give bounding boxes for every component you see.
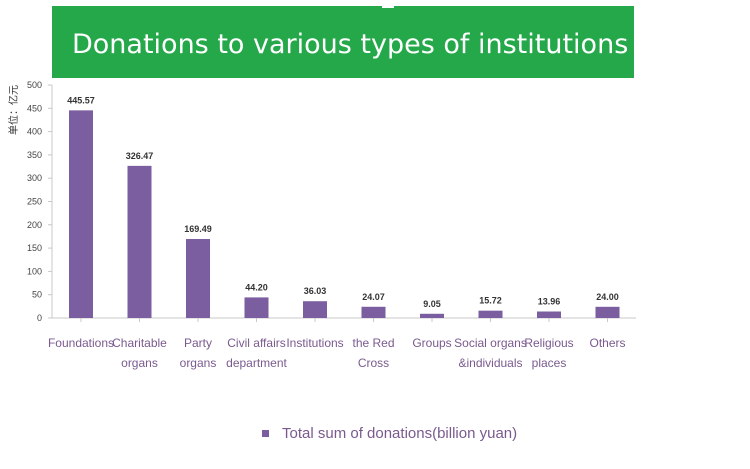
y-tick-label: 100 bbox=[27, 266, 42, 276]
y-tick-label: 350 bbox=[27, 150, 42, 160]
title-banner: Donations to various types of institutio… bbox=[52, 6, 634, 78]
category-label: Groups bbox=[412, 336, 451, 350]
y-tick-label: 0 bbox=[37, 313, 42, 323]
bar bbox=[69, 110, 93, 318]
y-axis-title: 单位：亿元 bbox=[7, 85, 20, 135]
bar bbox=[303, 301, 327, 318]
bar bbox=[244, 297, 269, 318]
legend-label: Total sum of donations(billion yuan) bbox=[282, 424, 518, 442]
data-label: 24.07 bbox=[362, 292, 385, 302]
category-label: Civil affairs bbox=[227, 336, 285, 350]
y-tick-label: 200 bbox=[27, 220, 42, 230]
y-tick-label: 150 bbox=[27, 243, 42, 253]
data-label: 9.05 bbox=[423, 299, 441, 309]
bar bbox=[595, 306, 620, 318]
category-label: organs bbox=[121, 356, 158, 370]
data-label: 36.03 bbox=[304, 286, 327, 296]
category-label: the Red bbox=[352, 336, 394, 350]
category-label: Others bbox=[589, 336, 625, 350]
category-label: Institutions bbox=[286, 336, 343, 350]
bar bbox=[127, 165, 152, 318]
category-label: Foundations bbox=[48, 336, 114, 350]
category-label: Party bbox=[184, 336, 212, 350]
data-label: 326.47 bbox=[126, 151, 154, 161]
data-label: 15.72 bbox=[479, 296, 502, 306]
bar bbox=[420, 313, 444, 318]
category-label: &individuals bbox=[458, 356, 522, 370]
category-label: Social organs bbox=[454, 336, 527, 350]
y-tick-label: 500 bbox=[27, 80, 42, 90]
y-tick-label: 250 bbox=[27, 197, 42, 207]
data-label: 169.49 bbox=[184, 224, 212, 234]
y-tick-label: 50 bbox=[32, 290, 42, 300]
category-label: organs bbox=[180, 356, 217, 370]
banner-mark bbox=[382, 6, 394, 8]
y-tick-label: 300 bbox=[27, 173, 42, 183]
bar bbox=[537, 311, 561, 318]
data-label: 24.00 bbox=[596, 292, 619, 302]
category-label: places bbox=[532, 356, 567, 370]
data-label: 44.20 bbox=[245, 282, 268, 292]
legend: Total sum of donations(billion yuan) bbox=[262, 423, 517, 443]
category-label: Charitable bbox=[112, 336, 167, 350]
data-label: 445.57 bbox=[67, 95, 95, 105]
y-tick-label: 400 bbox=[27, 127, 42, 137]
chart-title: Donations to various types of institutio… bbox=[72, 29, 629, 60]
legend-swatch bbox=[262, 429, 269, 437]
category-label: Cross bbox=[358, 356, 389, 370]
bar bbox=[361, 306, 386, 318]
bar bbox=[478, 310, 503, 318]
data-label: 13.96 bbox=[538, 296, 561, 306]
category-label: Religious bbox=[524, 336, 573, 350]
y-tick-label: 450 bbox=[27, 103, 42, 113]
bar bbox=[186, 239, 210, 318]
category-label: department bbox=[226, 356, 287, 370]
